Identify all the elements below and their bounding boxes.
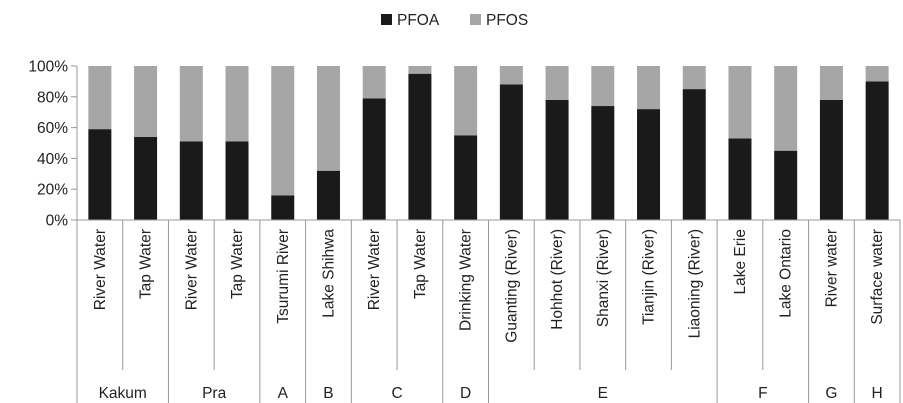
bar-pfoa-16	[819, 99, 843, 220]
bar-pfos-7	[408, 66, 432, 74]
bar-pfoa-6	[362, 98, 386, 220]
x-category-label: Tap Water	[229, 229, 246, 299]
bar-pfos-14	[728, 66, 752, 139]
x-category-label: Lake Erie	[732, 229, 749, 294]
y-tick-label: 80%	[37, 89, 68, 106]
bar-pfos-2	[179, 66, 203, 142]
bar-pfoa-7	[408, 73, 432, 220]
x-group-label-b: B	[323, 385, 333, 402]
bar-pfoa-11	[591, 106, 615, 220]
bar-pfos-17	[865, 66, 889, 82]
x-category-label: Hohhot (River)	[549, 229, 566, 330]
x-category-label: Guanting (River)	[503, 229, 520, 343]
x-category-label: Surface water	[869, 229, 886, 325]
x-category-label: Lake Ontario	[778, 229, 795, 318]
legend-swatch-pfos	[470, 14, 481, 25]
x-category-label: Tianjin (River)	[641, 229, 658, 325]
x-group-label-g: G	[825, 385, 837, 402]
x-category-label: Tap Water	[138, 229, 155, 299]
x-group-label-pra: Pra	[202, 385, 227, 402]
bar-pfoa-10	[545, 99, 569, 220]
bar-pfoa-15	[774, 150, 798, 220]
y-axis: 0% 20% 40% 60% 80% 100%	[28, 59, 78, 230]
x-category-label: River Water	[183, 229, 200, 310]
bar-pfoa-3	[225, 141, 249, 220]
legend-label-pfoa: PFOA	[397, 12, 440, 29]
x-group-label-d: D	[460, 385, 471, 402]
y-tick-label: 100%	[28, 59, 68, 76]
bar-pfos-12	[637, 66, 661, 110]
x-group-label-kakum: Kakum	[99, 385, 147, 402]
bar-pfoa-4	[271, 195, 295, 220]
bar-pfoa-17	[865, 81, 889, 221]
bar-pfos-11	[591, 66, 615, 107]
bar-pfoa-0	[88, 129, 112, 220]
bar-pfos-4	[271, 66, 295, 196]
x-category-label: Shanxi (River)	[595, 229, 612, 327]
x-category-label: Lake Shihwa	[320, 229, 337, 318]
bar-pfos-3	[225, 66, 249, 142]
y-tick-label: 40%	[37, 151, 68, 168]
bar-pfoa-9	[499, 84, 523, 220]
bar-pfos-0	[88, 66, 112, 130]
bar-pfos-15	[774, 66, 798, 151]
y-tick-label: 60%	[37, 120, 68, 137]
legend-label-pfos: PFOS	[486, 12, 528, 29]
y-tick-label: 20%	[37, 182, 68, 199]
x-category-label: River Water	[92, 229, 109, 310]
bar-pfoa-14	[728, 138, 752, 220]
x-group-label-a: A	[278, 385, 289, 402]
bar-pfos-1	[134, 66, 158, 137]
x-category-label: Drinking Water	[458, 229, 475, 331]
x-category-label: River Water	[366, 229, 383, 310]
bar-pfoa-1	[134, 136, 158, 220]
bar-pfoa-12	[637, 109, 661, 220]
legend: PFOA PFOS	[381, 12, 528, 29]
x-group-label-f: F	[758, 385, 767, 402]
x-axis: River Water Tap Water River Water Tap Water…	[76, 219, 901, 403]
bar-pfos-13	[682, 66, 706, 90]
bar-pfoa-13	[682, 89, 706, 220]
bar-pfos-9	[499, 66, 523, 85]
x-category-label: Liaoning (River)	[686, 229, 703, 338]
bar-pfos-5	[316, 66, 340, 171]
bar-pfoa-2	[179, 141, 203, 220]
y-tick-label: 0%	[46, 213, 69, 230]
bar-pfoa-5	[316, 170, 340, 220]
bar-pfoa-8	[454, 135, 478, 220]
legend-swatch-pfoa	[381, 14, 392, 25]
x-group-label-e: E	[598, 385, 608, 402]
bar-pfos-8	[454, 66, 478, 136]
x-group-label-h: H	[872, 385, 883, 402]
bar-pfos-16	[819, 66, 843, 100]
bar-pfos-10	[545, 66, 569, 100]
x-group-label-c: C	[391, 385, 402, 402]
bars	[88, 66, 889, 221]
x-category-label: River water	[823, 229, 840, 307]
x-category-label: Tsurumi River	[275, 229, 292, 324]
x-category-label: Tap Water	[412, 229, 429, 299]
bar-pfos-6	[362, 66, 386, 99]
